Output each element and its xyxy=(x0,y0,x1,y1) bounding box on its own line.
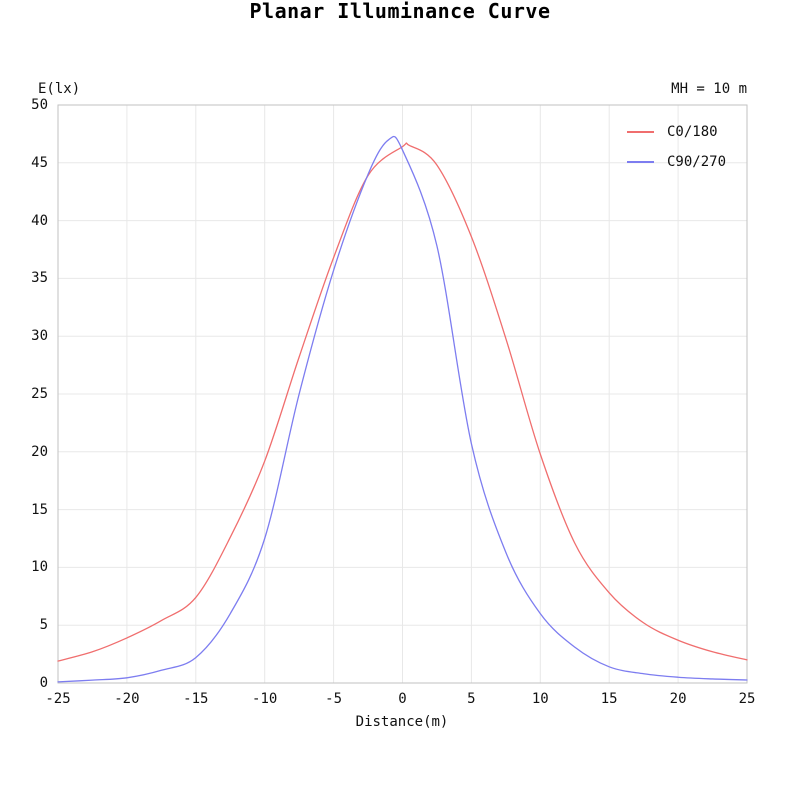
chart-title: Planar Illuminance Curve xyxy=(249,0,551,23)
x-tick-label: -5 xyxy=(325,691,343,707)
y-tick-label: 10 xyxy=(31,559,48,576)
legend-label: C0/180 xyxy=(667,124,718,140)
x-tick-label: 20 xyxy=(669,691,687,707)
mounting-height-annotation: MH = 10 m xyxy=(671,81,747,97)
curve-c0-180 xyxy=(57,142,748,662)
y-tick-label: 40 xyxy=(31,212,48,229)
curve-c90-270 xyxy=(57,135,748,683)
x-tick-label: 5 xyxy=(467,691,476,707)
y-tick-label: 30 xyxy=(31,328,48,345)
y-tick-label: 35 xyxy=(31,270,48,287)
x-tick-label: 0 xyxy=(398,691,407,707)
x-tick-label: 15 xyxy=(600,691,618,707)
y-tick-label: 50 xyxy=(31,97,48,113)
x-tick-label: -15 xyxy=(183,691,209,707)
y-tick-label: 15 xyxy=(31,501,48,518)
y-axis-unit-label: E(lx) xyxy=(38,81,81,97)
x-tick-label: -20 xyxy=(114,691,140,707)
legend-line-sample xyxy=(627,161,654,163)
y-tick-label: 25 xyxy=(31,386,48,402)
y-tick-label: 45 xyxy=(31,154,48,171)
legend-label: C90/270 xyxy=(667,154,727,170)
x-tick-label: -25 xyxy=(45,691,71,707)
y-tick-label: 0 xyxy=(39,675,48,691)
x-tick-label: 10 xyxy=(531,691,549,707)
plot-border xyxy=(57,104,748,684)
x-tick-label: 25 xyxy=(738,691,756,707)
x-tick-label: -10 xyxy=(252,691,278,707)
x-axis-label: Distance(m) xyxy=(355,714,449,730)
legend-item: C90/270 xyxy=(620,152,770,172)
y-tick-label: 20 xyxy=(31,443,48,460)
legend-line-sample xyxy=(627,131,654,133)
legend-item: C0/180 xyxy=(620,122,770,142)
y-tick-label: 5 xyxy=(39,617,48,634)
